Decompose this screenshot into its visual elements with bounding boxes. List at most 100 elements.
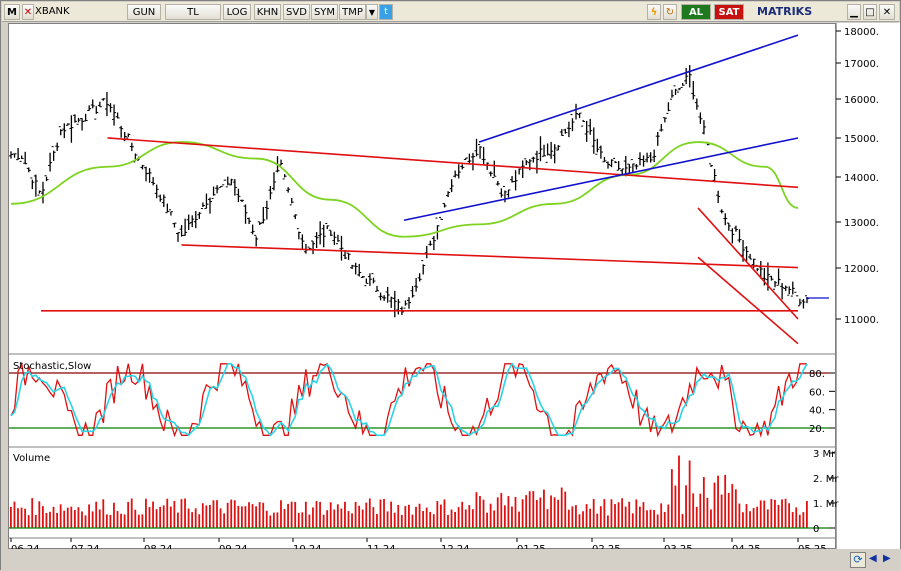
volume-bar — [336, 504, 339, 528]
volume-bar — [784, 498, 787, 528]
volume-bar — [599, 506, 602, 528]
volume-bar — [578, 514, 581, 528]
volume-bar — [543, 489, 545, 528]
price-tick-label: 18000. — [844, 27, 879, 38]
volume-bar — [134, 509, 137, 528]
volume-bar — [436, 501, 439, 528]
volume-bar — [656, 514, 659, 528]
volume-bar — [201, 503, 204, 528]
maximize-icon[interactable]: □ — [863, 4, 877, 20]
volume-bar — [41, 506, 44, 528]
volume-bar — [738, 503, 741, 528]
volume-tick-label: 0 — [813, 524, 819, 535]
volume-bar — [91, 511, 94, 528]
matriks-logo: MATRIKS — [757, 5, 813, 18]
volume-bar — [329, 502, 332, 528]
volume-bar — [59, 504, 62, 528]
volume-bar — [13, 501, 16, 528]
lightning-icon[interactable]: ϟ — [647, 4, 661, 20]
volume-bar — [262, 502, 265, 528]
volume-bar — [486, 512, 488, 528]
volume-bar — [255, 506, 257, 528]
sync-icon[interactable]: ⟳ — [850, 552, 866, 568]
close-x-icon[interactable]: ✕ — [22, 4, 34, 20]
volume-bar — [464, 509, 467, 528]
khn-button[interactable]: KHN — [254, 4, 281, 20]
volume-bar — [678, 455, 680, 528]
volume-bar — [304, 501, 307, 528]
volume-bar — [209, 504, 211, 528]
volume-bar — [258, 502, 261, 528]
volume-bar — [73, 510, 76, 528]
volume-bar — [386, 511, 389, 528]
volume-bar — [123, 514, 126, 528]
volume-bar — [507, 496, 510, 528]
volume-bar — [688, 460, 691, 528]
volume-bar — [376, 514, 378, 528]
volume-bar — [468, 505, 471, 528]
volume-bar — [177, 512, 179, 528]
window-close-icon[interactable]: ✕ — [879, 4, 895, 20]
volume-bar — [383, 498, 385, 528]
moving-average-line — [10, 141, 799, 238]
tmp-button[interactable]: TMP — [339, 4, 366, 20]
volume-bar — [368, 498, 371, 528]
volume-bar — [52, 506, 55, 528]
svd-button[interactable]: SVD — [283, 4, 310, 20]
minimize-icon[interactable]: ▁ — [847, 4, 861, 20]
volume-bar — [511, 506, 513, 528]
volume-bars — [9, 455, 829, 529]
volume-bar — [614, 504, 616, 528]
volume-bar — [795, 507, 798, 528]
volume-bar — [98, 509, 101, 528]
volume-bar — [450, 509, 453, 528]
scroll-right-icon[interactable]: ▶ — [883, 553, 891, 564]
volume-bar — [518, 511, 520, 528]
volume-bar — [102, 499, 105, 528]
volume-bar — [56, 512, 58, 528]
volume-bar — [205, 505, 208, 528]
volume-bar — [219, 508, 222, 528]
log-button[interactable]: LOG — [223, 4, 251, 20]
volume-bar — [63, 510, 66, 528]
currency-button[interactable]: TL — [165, 4, 221, 20]
volume-bar — [77, 507, 80, 528]
sell-button[interactable]: SAT — [714, 4, 744, 20]
volume-bar — [667, 504, 670, 528]
volume-bar — [20, 507, 23, 528]
sym-button[interactable]: SYM — [311, 4, 338, 20]
volume-bar — [781, 499, 783, 528]
volume-bar — [344, 501, 346, 528]
volume-bar — [194, 508, 197, 528]
plot-area[interactable] — [8, 23, 836, 549]
volume-bar — [742, 512, 744, 528]
volume-bar — [191, 512, 194, 528]
volume-bar — [70, 506, 73, 528]
volume-bar — [496, 497, 499, 528]
volume-bar — [269, 515, 272, 528]
trend-line-red — [181, 244, 799, 269]
menu-m-button[interactable]: M — [4, 4, 20, 20]
refresh-icon[interactable]: ↻ — [663, 4, 677, 20]
volume-bar — [432, 514, 435, 528]
volume-bar — [710, 509, 712, 528]
dropdown-icon[interactable]: ▼ — [366, 4, 378, 20]
volume-bar — [607, 515, 609, 528]
buy-button[interactable]: AL — [681, 4, 711, 20]
price-tick-label: 17000. — [844, 59, 879, 70]
volume-bar — [31, 498, 34, 528]
volume-bar — [180, 499, 183, 528]
symbol-label[interactable]: XBANK — [35, 6, 70, 17]
volume-bar — [169, 506, 172, 528]
volume-bar — [564, 491, 567, 528]
volume-bar — [589, 508, 592, 528]
volume-bar — [212, 500, 215, 528]
volume-bar — [372, 507, 375, 528]
twitter-icon[interactable]: t — [379, 4, 393, 20]
volume-bar — [10, 506, 12, 528]
period-button[interactable]: GUN — [127, 4, 161, 20]
volume-bar — [567, 509, 570, 528]
volume-bar — [280, 500, 282, 528]
scroll-left-icon[interactable]: ◀ — [869, 553, 877, 564]
